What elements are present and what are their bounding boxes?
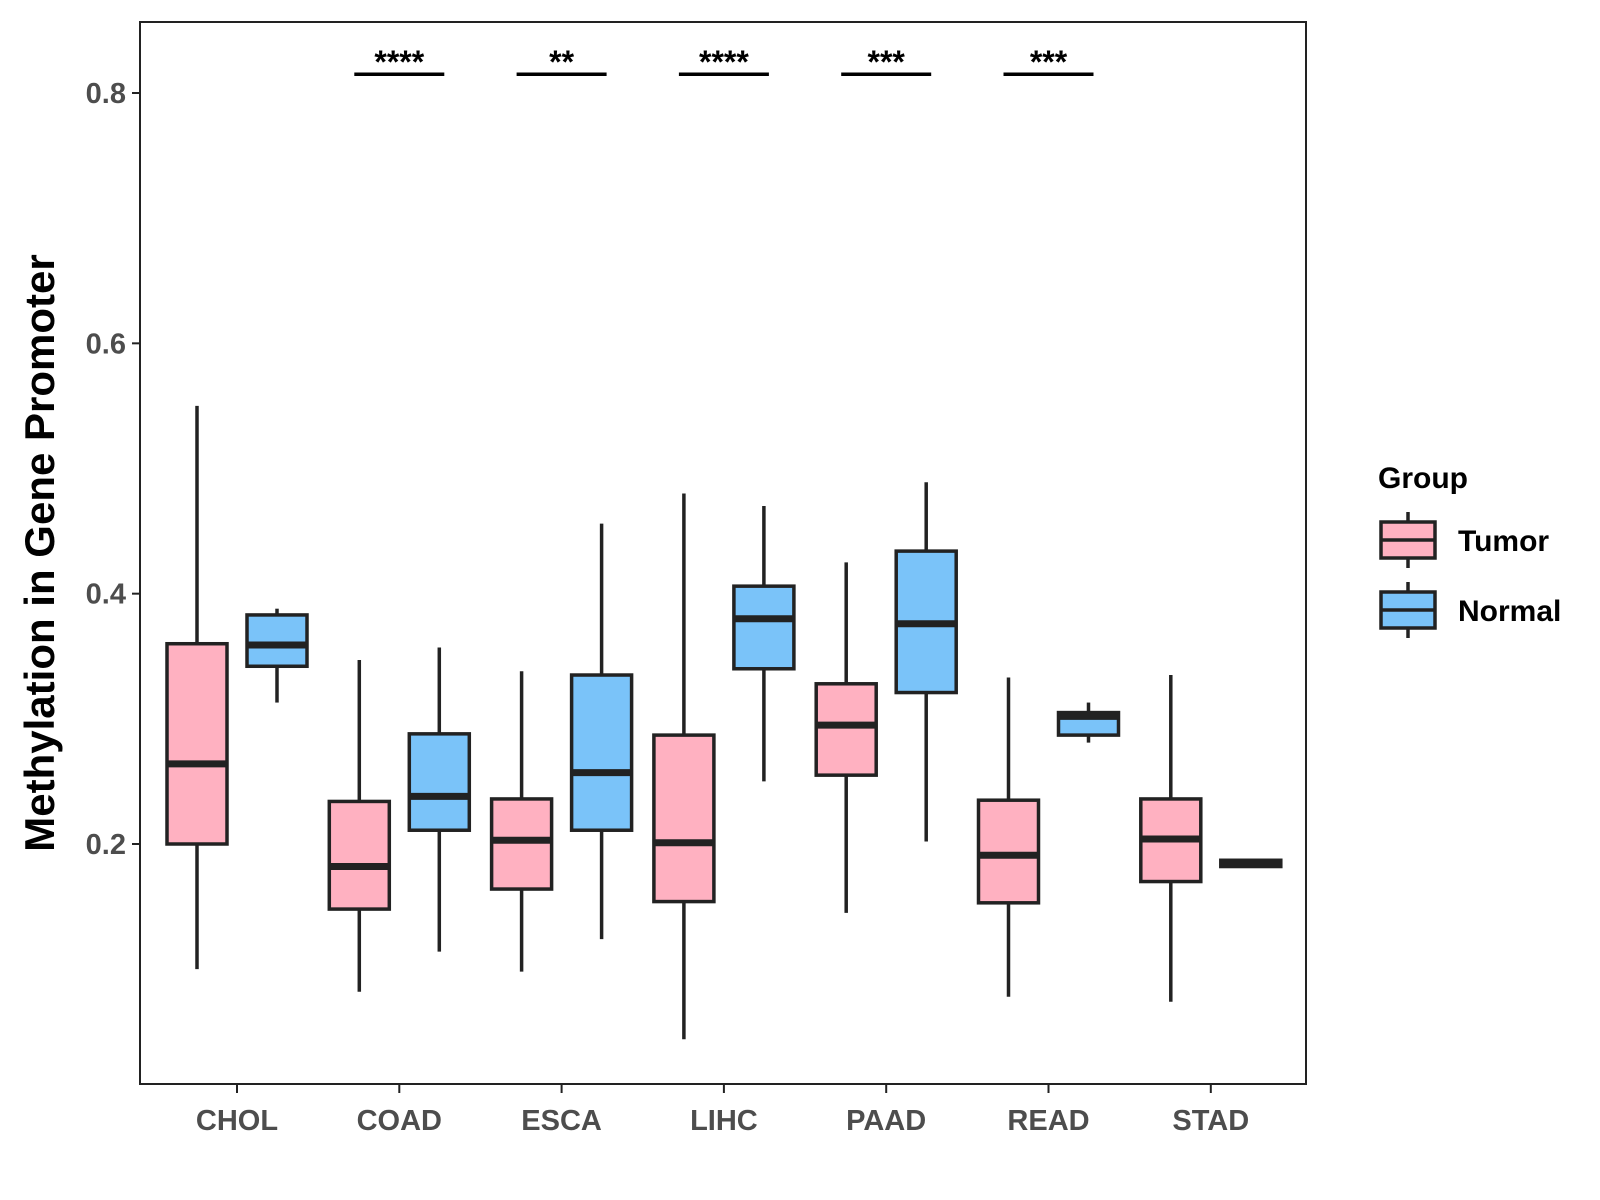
box-tumor-read	[976, 677, 1041, 997]
y-tick-label: 0.4	[86, 579, 126, 611]
x-tick-label: LIHC	[690, 1105, 758, 1137]
box-normal-stad	[1219, 858, 1283, 869]
x-tick-label: COAD	[357, 1105, 442, 1137]
box-tumor-lihc	[652, 493, 716, 1040]
legend: Group Tumor Normal	[1378, 462, 1561, 638]
x-tick-label: ESCA	[521, 1105, 602, 1137]
box-iqr	[732, 584, 796, 671]
y-axis: 0.2 0.4 0.6 0.8	[86, 78, 140, 861]
legend-key-tumor	[1379, 512, 1437, 568]
box-iqr	[165, 641, 229, 846]
box-normal-coad	[407, 647, 472, 952]
box-series	[165, 405, 1283, 1040]
y-tick-label: 0.6	[86, 328, 126, 360]
x-tick-label: STAD	[1172, 1105, 1249, 1137]
box-iqr	[652, 733, 716, 904]
y-tick-label: 0.8	[86, 78, 126, 110]
box-iqr	[407, 732, 472, 832]
box-normal-lihc	[732, 506, 796, 782]
x-tick-label: PAAD	[846, 1105, 926, 1137]
box-normal-read	[1056, 702, 1121, 743]
box-iqr	[569, 673, 634, 832]
box-normal-chol	[245, 608, 309, 703]
box-tumor-stad	[1139, 675, 1203, 1002]
box-normal-esca	[569, 523, 634, 940]
x-axis: CHOL COAD ESCA LIHC PAAD READ STAD	[196, 1084, 1249, 1137]
significance-label: **	[549, 44, 574, 80]
significance-label: ****	[699, 44, 749, 80]
box-iqr	[976, 798, 1041, 905]
box-iqr	[489, 797, 554, 891]
legend-label: Tumor	[1458, 525, 1549, 558]
x-tick-label: READ	[1007, 1105, 1089, 1137]
box-normal-paad	[894, 482, 958, 842]
y-tick-label: 0.2	[86, 829, 126, 861]
box-iqr	[245, 613, 309, 669]
box-iqr	[814, 682, 878, 777]
significance-annotations: **** ** **** *** ***	[354, 44, 1094, 80]
x-tick-label: CHOL	[196, 1105, 278, 1137]
plot-panel-border	[139, 21, 1307, 1085]
box-iqr	[327, 799, 392, 911]
significance-label: ***	[1030, 44, 1068, 80]
significance-label: ****	[374, 44, 424, 80]
legend-title: Group	[1378, 462, 1468, 495]
legend-label: Normal	[1458, 595, 1561, 628]
box-tumor-coad	[327, 660, 392, 992]
y-axis-title: Methylation in Gene Promoter	[16, 254, 63, 851]
box-tumor-chol	[165, 405, 229, 970]
box-tumor-paad	[814, 562, 878, 913]
significance-label: ***	[868, 44, 906, 80]
box-tumor-esca	[489, 671, 554, 972]
legend-key-normal	[1379, 582, 1437, 638]
